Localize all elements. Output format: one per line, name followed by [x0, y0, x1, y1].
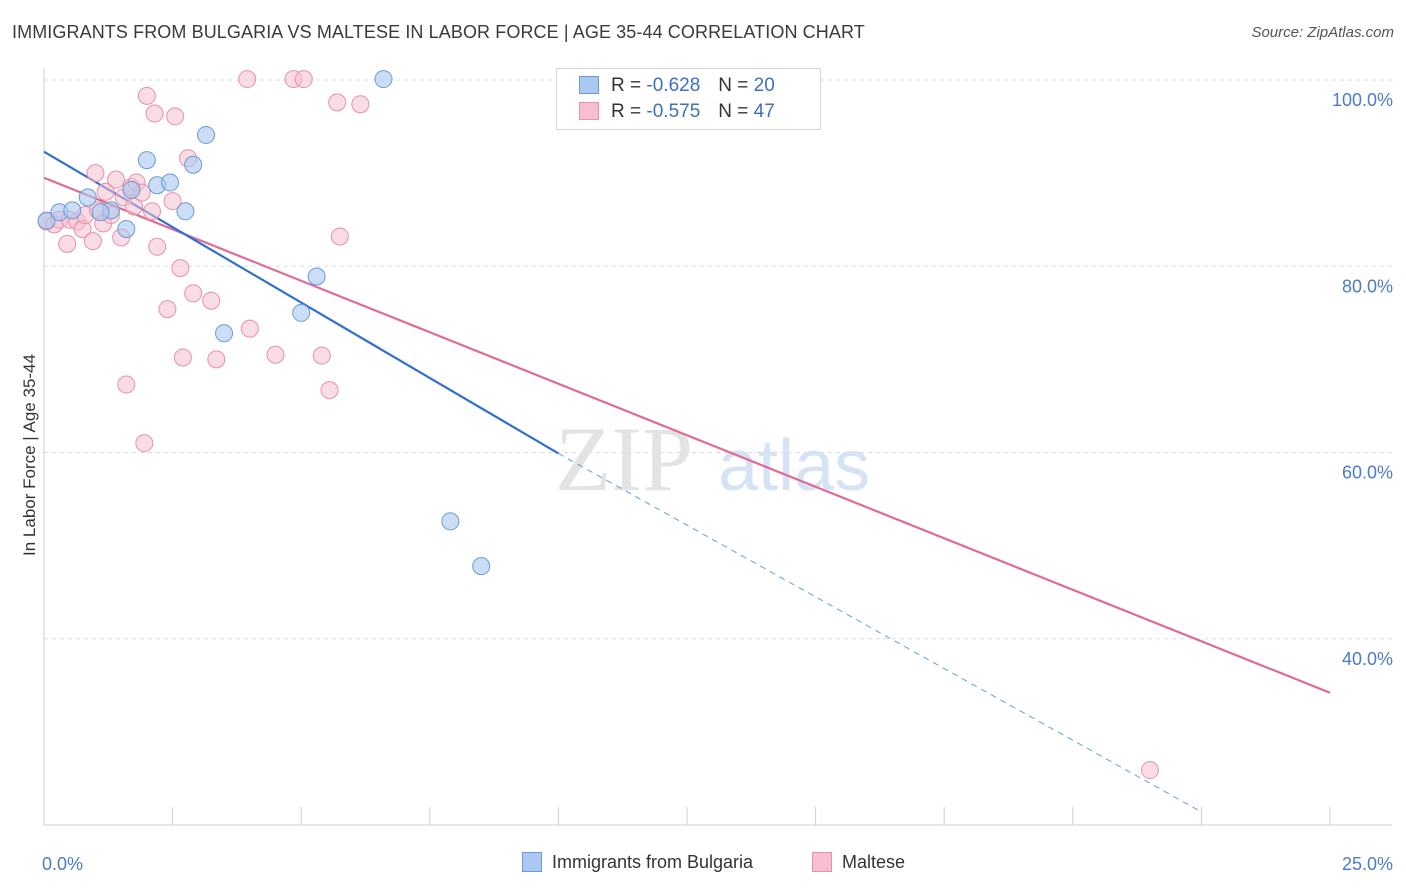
maltese-point [1140, 761, 1159, 780]
y-tick-label: 100.0% [1332, 90, 1393, 110]
y-tick-label: 60.0% [1342, 463, 1393, 483]
maltese-point [137, 86, 156, 105]
axis-labels: 40.0% 60.0% 80.0% 100.0% 0.0% 25.0% In Labor F… [20, 90, 1393, 874]
bulgaria-point [63, 201, 82, 220]
bulgaria-point [117, 220, 136, 238]
legend-n-value: 47 [753, 101, 775, 122]
bulgaria-point [307, 267, 326, 286]
maltese-point [143, 202, 162, 221]
trend-line-maltese [43, 176, 1331, 694]
bulgaria-point [161, 173, 180, 192]
legend-r-label: R = [611, 75, 642, 96]
y-tick-label: 80.0% [1342, 276, 1393, 296]
y-axis-title: In Labor Force | Age 35-44 [20, 354, 39, 556]
legend-row-maltese: R = -0.575 N = 47 [579, 101, 775, 127]
bottom-legend-swatch-blue [522, 852, 542, 872]
legend-r-value: -0.628 [646, 75, 701, 96]
maltese-point [294, 70, 313, 89]
maltese-point [202, 291, 221, 310]
legend-r-value: -0.575 [646, 101, 701, 122]
maltese-point [240, 319, 259, 338]
legend-r-label: R = [611, 101, 642, 122]
maltese-point [351, 95, 370, 114]
watermark-atlas: atlas [718, 426, 870, 506]
maltese-point [135, 434, 154, 453]
legend-row-bulgaria: R = -0.628 N = 20 [579, 75, 775, 101]
source-label: Source: ZipAtlas.com [1251, 24, 1394, 41]
data-points [37, 70, 1159, 780]
bulgaria-point [176, 202, 195, 221]
bulgaria-point [215, 324, 234, 343]
bulgaria-point [184, 155, 203, 174]
legend-swatch-blue [579, 76, 599, 94]
maltese-point [207, 350, 226, 369]
maltese-point [184, 284, 203, 303]
maltese-point [266, 345, 285, 364]
maltese-point [173, 348, 192, 367]
bulgaria-point [78, 188, 97, 207]
correlation-legend: R = -0.628 N = 20 R = -0.575 N = 47 [556, 68, 821, 130]
legend-n-value: 20 [753, 75, 775, 96]
bulgaria-point [374, 70, 393, 89]
bottom-legend-label-maltese: Maltese [842, 852, 906, 872]
maltese-point [163, 192, 182, 211]
bulgaria-point [197, 125, 216, 144]
chart-title: IMMIGRANTS FROM BULGARIA VS MALTESE IN L… [12, 22, 865, 42]
bulgaria-point [122, 180, 141, 199]
maltese-point [96, 182, 115, 201]
maltese-point [171, 259, 190, 278]
maltese-point [107, 170, 126, 189]
bulgaria-point [441, 512, 460, 531]
maltese-point [145, 104, 164, 123]
maltese-point [148, 237, 167, 256]
legend-n-label: N = [718, 75, 749, 96]
trend-line-bulgaria-extension [558, 452, 1202, 813]
maltese-point [158, 300, 177, 319]
watermark: ZIP atlas [555, 408, 870, 510]
x-tick-label: 25.0% [1342, 854, 1393, 874]
bottom-legend-swatch-pink [812, 852, 832, 872]
bulgaria-point [472, 557, 491, 576]
watermark-zip: ZIP [555, 408, 693, 510]
maltese-point [83, 232, 102, 251]
legend-n-label: N = [718, 101, 749, 122]
bottom-legend-label-bulgaria: Immigrants from Bulgaria [552, 852, 754, 872]
maltese-point [328, 93, 347, 112]
maltese-point [330, 227, 349, 246]
axes [43, 68, 1392, 826]
maltese-point [166, 107, 185, 126]
y-tick-label: 40.0% [1342, 649, 1393, 669]
maltese-point [117, 375, 136, 394]
grid-lines [44, 79, 1392, 640]
bulgaria-point [137, 151, 156, 170]
maltese-point [86, 164, 105, 183]
bulgaria-point [91, 203, 110, 222]
legend-swatch-pink [579, 102, 599, 120]
bulgaria-point [292, 303, 311, 322]
maltese-point [312, 346, 331, 365]
maltese-point [320, 381, 339, 400]
bottom-legend-maltese: Maltese [812, 852, 905, 873]
maltese-point [58, 234, 77, 253]
maltese-point [238, 70, 257, 89]
x-tick-label: 0.0% [42, 854, 83, 874]
bottom-legend-bulgaria: Immigrants from Bulgaria [522, 852, 753, 873]
bulgaria-point [37, 211, 56, 230]
